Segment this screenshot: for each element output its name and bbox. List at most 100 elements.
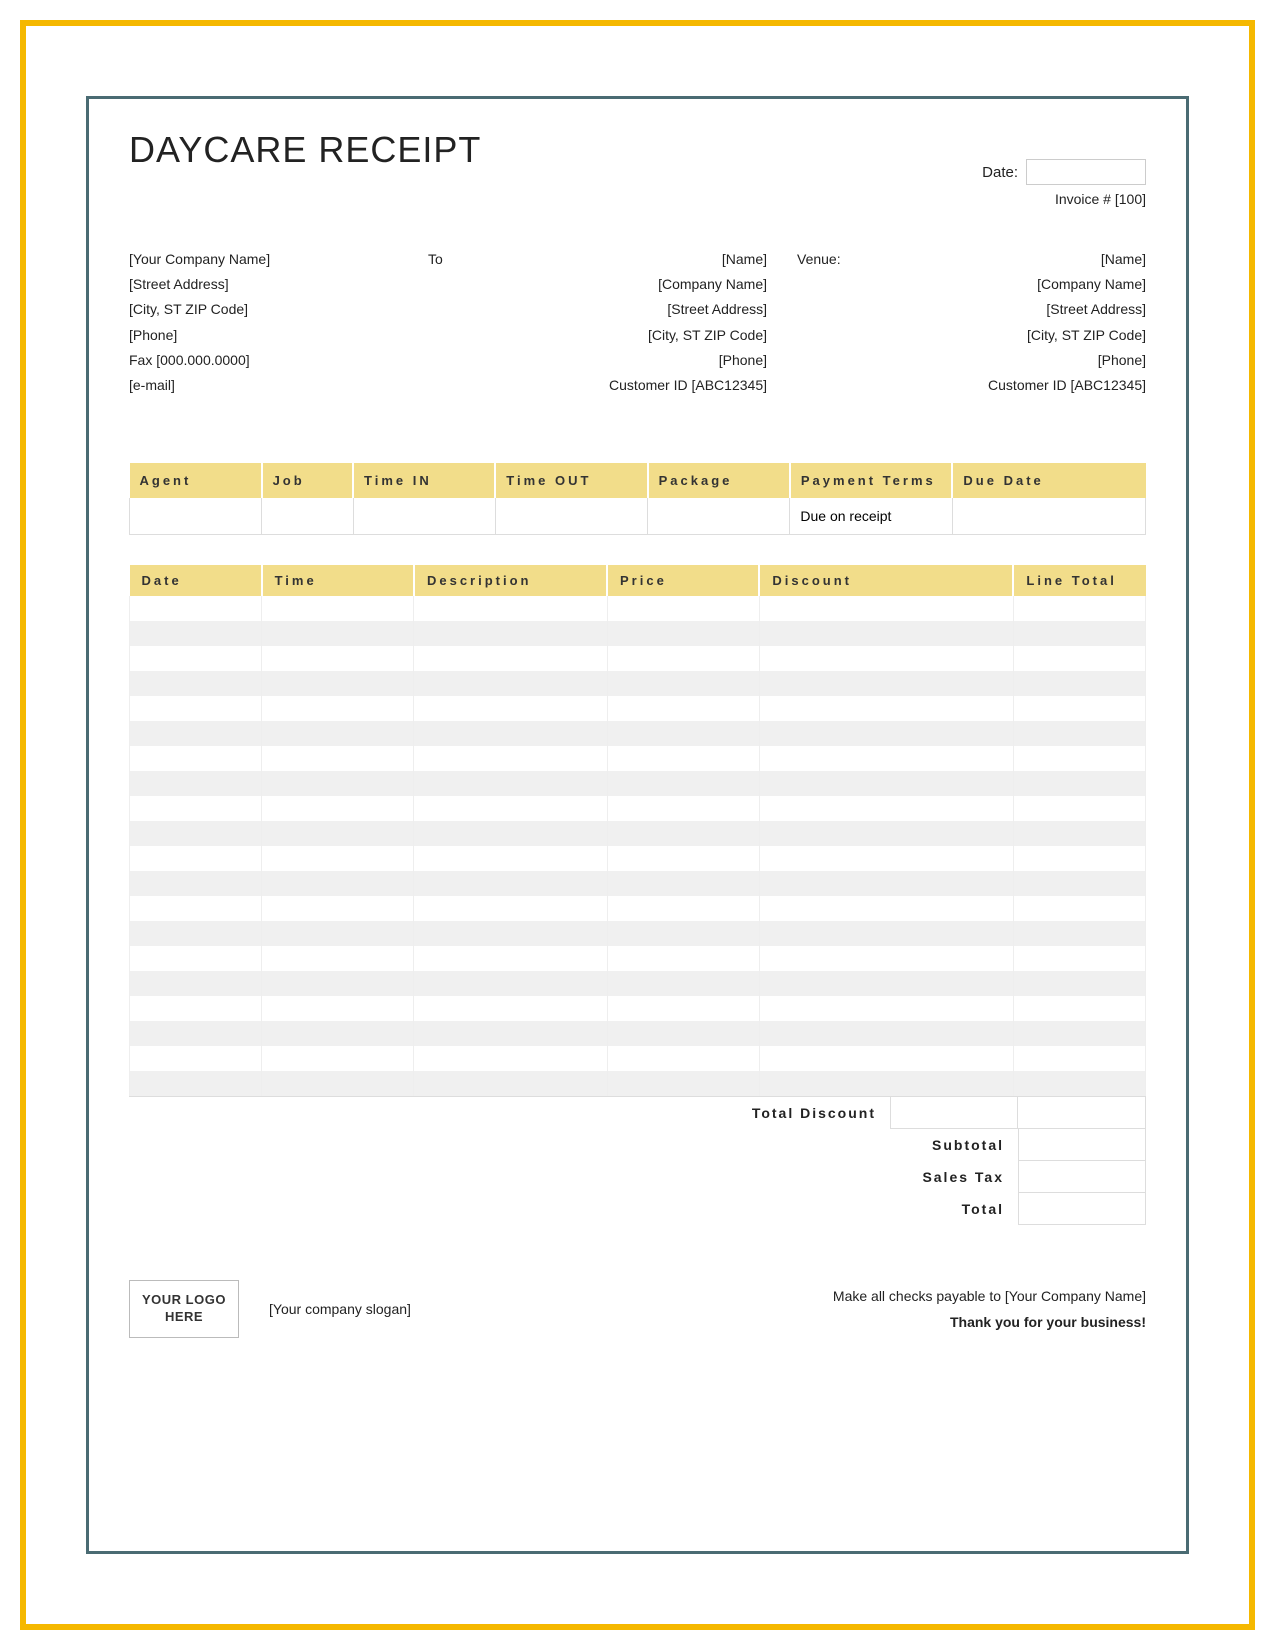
line-cell[interactable]: [759, 621, 1013, 646]
line-cell[interactable]: [759, 746, 1013, 771]
line-cell[interactable]: [1013, 596, 1145, 621]
line-cell[interactable]: [130, 921, 262, 946]
line-cell[interactable]: [414, 771, 607, 796]
line-cell[interactable]: [130, 796, 262, 821]
line-cell[interactable]: [414, 871, 607, 896]
line-cell[interactable]: [607, 671, 759, 696]
line-cell[interactable]: [414, 746, 607, 771]
line-cell[interactable]: [1013, 671, 1145, 696]
line-cell[interactable]: [607, 871, 759, 896]
line-cell[interactable]: [1013, 621, 1145, 646]
line-cell[interactable]: [262, 596, 414, 621]
line-cell[interactable]: [759, 1071, 1013, 1096]
line-cell[interactable]: [130, 621, 262, 646]
line-cell[interactable]: [607, 996, 759, 1021]
date-input[interactable]: [1026, 159, 1146, 185]
line-cell[interactable]: [262, 796, 414, 821]
line-cell[interactable]: [130, 746, 262, 771]
line-cell[interactable]: [262, 996, 414, 1021]
line-cell[interactable]: [607, 1071, 759, 1096]
line-cell[interactable]: [130, 846, 262, 871]
line-cell[interactable]: [1013, 921, 1145, 946]
line-cell[interactable]: [130, 596, 262, 621]
line-cell[interactable]: [607, 596, 759, 621]
line-cell[interactable]: [759, 596, 1013, 621]
line-cell[interactable]: [607, 1046, 759, 1071]
line-cell[interactable]: [1013, 646, 1145, 671]
line-cell[interactable]: [607, 1021, 759, 1046]
line-cell[interactable]: [1013, 971, 1145, 996]
line-cell[interactable]: [759, 946, 1013, 971]
line-cell[interactable]: [759, 871, 1013, 896]
line-cell[interactable]: [262, 621, 414, 646]
line-cell[interactable]: [759, 1021, 1013, 1046]
line-cell[interactable]: [1013, 871, 1145, 896]
line-cell[interactable]: [607, 971, 759, 996]
line-cell[interactable]: [262, 921, 414, 946]
summary-cell[interactable]: [262, 498, 353, 535]
line-cell[interactable]: [414, 1046, 607, 1071]
line-cell[interactable]: [130, 771, 262, 796]
line-cell[interactable]: [1013, 696, 1145, 721]
line-cell[interactable]: [1013, 896, 1145, 921]
line-cell[interactable]: [759, 696, 1013, 721]
line-cell[interactable]: [414, 971, 607, 996]
line-cell[interactable]: [607, 846, 759, 871]
subtotal-value[interactable]: [1018, 1129, 1146, 1161]
line-cell[interactable]: [759, 821, 1013, 846]
line-cell[interactable]: [130, 671, 262, 696]
line-cell[interactable]: [262, 971, 414, 996]
line-cell[interactable]: [1013, 946, 1145, 971]
summary-cell[interactable]: [495, 498, 647, 535]
summary-cell[interactable]: [130, 498, 262, 535]
line-cell[interactable]: [130, 996, 262, 1021]
line-cell[interactable]: [759, 846, 1013, 871]
line-cell[interactable]: [130, 871, 262, 896]
summary-cell[interactable]: [353, 498, 495, 535]
line-cell[interactable]: [262, 646, 414, 671]
line-cell[interactable]: [1013, 796, 1145, 821]
line-cell[interactable]: [414, 1071, 607, 1096]
line-cell[interactable]: [607, 746, 759, 771]
line-cell[interactable]: [262, 871, 414, 896]
line-cell[interactable]: [1013, 721, 1145, 746]
line-cell[interactable]: [262, 846, 414, 871]
line-cell[interactable]: [262, 1071, 414, 1096]
line-cell[interactable]: [130, 1046, 262, 1071]
summary-cell[interactable]: Due on receipt: [790, 498, 953, 535]
line-cell[interactable]: [607, 821, 759, 846]
line-cell[interactable]: [130, 1021, 262, 1046]
line-cell[interactable]: [262, 671, 414, 696]
sales-tax-value[interactable]: [1018, 1161, 1146, 1193]
line-cell[interactable]: [759, 921, 1013, 946]
line-cell[interactable]: [262, 746, 414, 771]
line-cell[interactable]: [607, 721, 759, 746]
line-cell[interactable]: [1013, 746, 1145, 771]
line-cell[interactable]: [414, 721, 607, 746]
line-cell[interactable]: [1013, 821, 1145, 846]
line-cell[interactable]: [414, 671, 607, 696]
line-cell[interactable]: [130, 971, 262, 996]
line-cell[interactable]: [759, 996, 1013, 1021]
line-cell[interactable]: [1013, 1071, 1145, 1096]
summary-cell[interactable]: [648, 498, 790, 535]
line-cell[interactable]: [414, 646, 607, 671]
line-cell[interactable]: [759, 796, 1013, 821]
line-cell[interactable]: [130, 946, 262, 971]
line-cell[interactable]: [759, 1046, 1013, 1071]
total-discount-value2[interactable]: [1018, 1097, 1146, 1129]
line-cell[interactable]: [414, 796, 607, 821]
line-cell[interactable]: [262, 771, 414, 796]
line-cell[interactable]: [130, 646, 262, 671]
line-cell[interactable]: [262, 1021, 414, 1046]
line-cell[interactable]: [130, 821, 262, 846]
line-cell[interactable]: [607, 621, 759, 646]
line-cell[interactable]: [759, 971, 1013, 996]
line-cell[interactable]: [414, 821, 607, 846]
line-cell[interactable]: [1013, 846, 1145, 871]
line-cell[interactable]: [262, 696, 414, 721]
line-cell[interactable]: [759, 721, 1013, 746]
line-cell[interactable]: [607, 646, 759, 671]
line-cell[interactable]: [1013, 1046, 1145, 1071]
line-cell[interactable]: [607, 796, 759, 821]
